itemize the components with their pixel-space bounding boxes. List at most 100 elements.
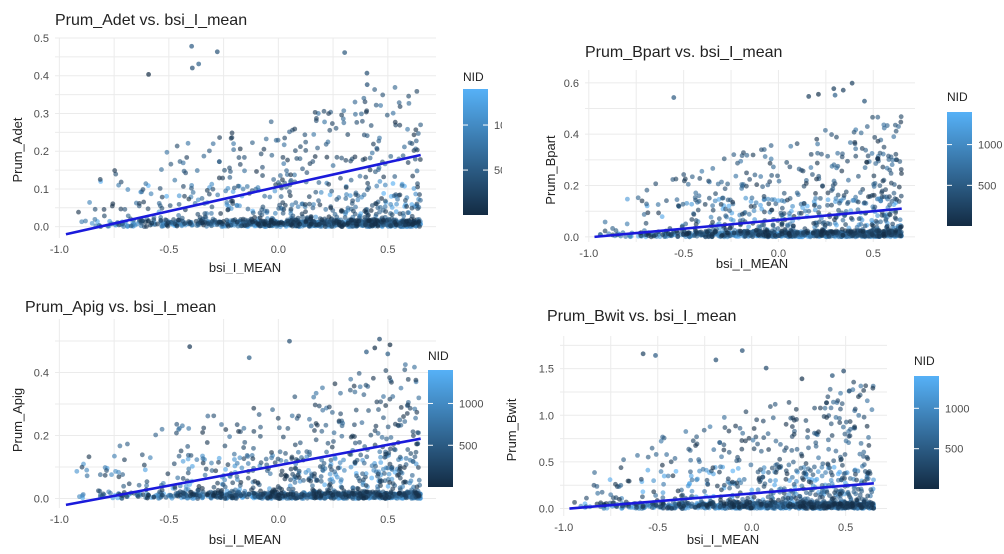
scatter-point: [319, 190, 324, 195]
scatter-point: [795, 190, 800, 195]
scatter-point: [872, 193, 877, 198]
scatter-point: [312, 471, 317, 476]
scatter-point: [891, 134, 896, 139]
scatter-point: [222, 168, 227, 173]
scatter-point: [791, 223, 796, 228]
scatter-point: [772, 483, 777, 488]
scatter-point: [237, 155, 242, 160]
scatter-point: [270, 489, 275, 494]
scatter-point: [378, 479, 383, 484]
scatter-point: [377, 337, 382, 342]
scatter-point: [174, 422, 179, 427]
scatter-point: [293, 200, 298, 205]
scatter-point: [191, 190, 196, 195]
scatter-point: [395, 197, 400, 202]
scatter-point: [330, 445, 335, 450]
scatter-point: [98, 177, 103, 182]
scatter-point: [203, 473, 208, 478]
scatter-point: [211, 413, 216, 418]
scatter-point: [360, 119, 365, 124]
scatter-point: [754, 182, 759, 187]
x-tick-label: 0.5: [380, 514, 395, 526]
scatter-point: [257, 412, 262, 417]
scatter-point: [656, 211, 661, 216]
scatter-point: [378, 483, 383, 488]
scatter-point: [175, 475, 180, 480]
scatter-point: [664, 198, 669, 203]
x-tick-label: -1.0: [50, 514, 69, 526]
scatter-point: [184, 155, 189, 160]
scatter-point: [353, 154, 358, 159]
scatter-point: [304, 170, 309, 175]
scatter-point: [766, 201, 771, 206]
scatter-point: [869, 218, 874, 223]
scatter-point: [860, 146, 865, 151]
scatter-point: [213, 468, 218, 473]
scatter-point: [250, 219, 255, 224]
scatter-point: [410, 174, 415, 179]
scatter-point: [226, 462, 231, 467]
scatter-point: [840, 227, 845, 232]
scatter-point: [251, 429, 256, 434]
scatter-point: [137, 483, 142, 488]
scatter-point: [388, 491, 393, 496]
scatter-point: [235, 461, 240, 466]
scatter-point: [143, 181, 148, 186]
scatter-point: [196, 62, 201, 67]
scatter-point: [405, 210, 410, 215]
scatter-point: [364, 489, 369, 494]
scatter-point: [353, 100, 358, 105]
scatter-point: [414, 89, 419, 94]
scatter-point: [365, 187, 370, 192]
scatter-point: [76, 210, 81, 215]
scatter-point: [857, 216, 862, 221]
scatter-point: [833, 93, 838, 98]
y-tick-label: 0.4: [34, 71, 49, 83]
scatter-point: [297, 222, 302, 227]
scatter-point: [402, 479, 407, 484]
scatter-point: [197, 484, 202, 489]
scatter-point: [884, 217, 889, 222]
scatter-point: [327, 214, 332, 219]
scatter-point: [98, 472, 103, 477]
scatter-point: [219, 422, 224, 427]
scatter-point: [352, 384, 357, 389]
scatter-point: [404, 204, 409, 209]
scatter-point: [403, 362, 408, 367]
scatter-point: [365, 181, 370, 186]
y-tick-label: 1.0: [539, 410, 554, 422]
scatter-point: [405, 403, 410, 408]
scatter-point: [201, 223, 206, 228]
scatter-point: [333, 381, 338, 386]
scatter-point: [373, 428, 378, 433]
scatter-point: [242, 456, 247, 461]
scatter-point: [683, 177, 688, 182]
scatter-point: [899, 233, 904, 238]
scatter-point: [172, 178, 177, 183]
scatter-point: [181, 476, 186, 481]
scatter-point: [291, 492, 296, 497]
scatter-point: [625, 197, 630, 202]
scatter-point: [326, 182, 331, 187]
scatter-point: [726, 197, 731, 202]
scatter-point: [338, 391, 343, 396]
scatter-point: [284, 168, 289, 173]
scatter-point: [836, 193, 841, 198]
scatter-point: [142, 463, 147, 468]
scatter-point: [258, 425, 263, 430]
scatter-point: [661, 482, 666, 487]
scatter-point: [406, 160, 411, 165]
scatter-point: [229, 494, 234, 499]
scatter-point: [358, 174, 363, 179]
scatter-point: [332, 430, 337, 435]
scatter-point: [309, 424, 314, 429]
scatter-point: [353, 192, 358, 197]
scatter-point: [187, 344, 192, 349]
scatter-point: [862, 99, 867, 104]
scatter-point: [232, 452, 237, 457]
x-tick-label: -1.0: [554, 522, 573, 534]
scatter-point: [260, 173, 265, 178]
scatter-point: [743, 196, 748, 201]
scatter-point: [744, 170, 749, 175]
scatter-point: [817, 205, 822, 210]
